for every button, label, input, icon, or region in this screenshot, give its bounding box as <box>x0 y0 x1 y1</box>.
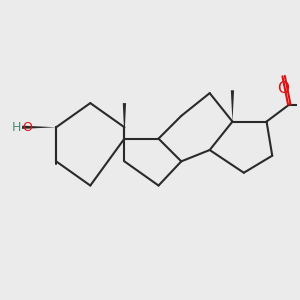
Polygon shape <box>123 103 126 139</box>
Text: H: H <box>12 121 21 134</box>
Polygon shape <box>22 126 56 129</box>
Text: O: O <box>22 121 32 134</box>
Text: O: O <box>278 81 290 96</box>
Polygon shape <box>231 90 234 122</box>
